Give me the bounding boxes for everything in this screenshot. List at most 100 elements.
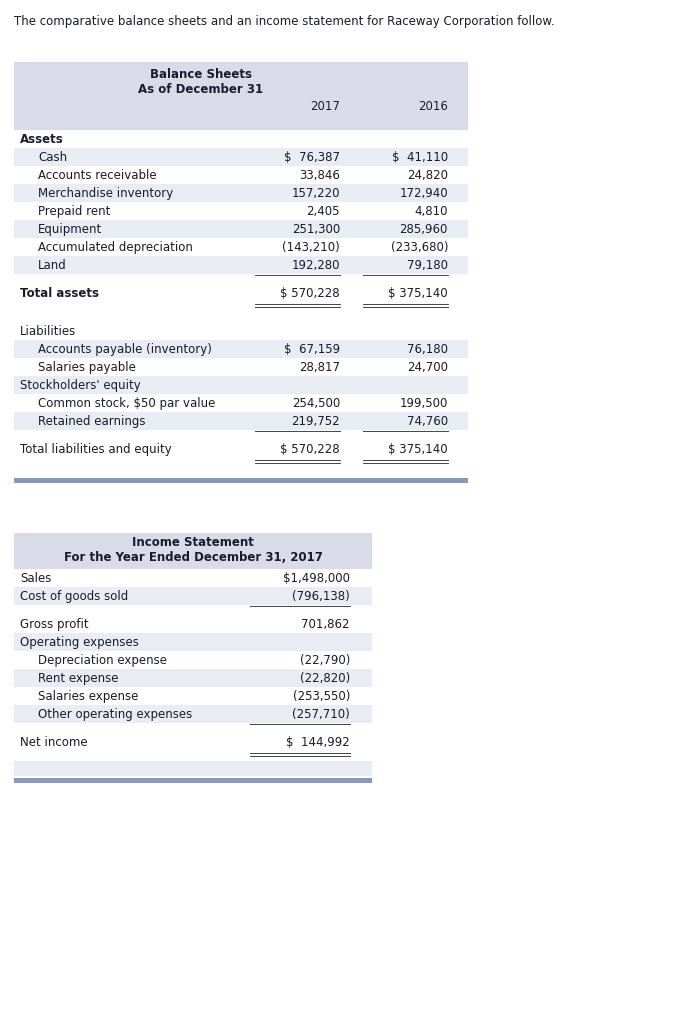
Text: Sales: Sales [20, 572, 52, 586]
Bar [14, 651, 372, 669]
Text: 24,700: 24,700 [407, 361, 448, 374]
Text: 79,180: 79,180 [407, 259, 448, 272]
Text: 251,300: 251,300 [292, 223, 340, 237]
Bar [14, 778, 372, 783]
Text: $  41,110: $ 41,110 [392, 152, 448, 164]
Text: $ 570,228: $ 570,228 [281, 288, 340, 300]
Text: 172,940: 172,940 [399, 187, 448, 201]
Bar [14, 202, 468, 220]
Text: 254,500: 254,500 [292, 397, 340, 411]
Text: Cost of goods sold: Cost of goods sold [20, 590, 128, 603]
Text: Salaries expense: Salaries expense [38, 690, 138, 703]
Text: For the Year Ended December 31, 2017: For the Year Ended December 31, 2017 [64, 551, 322, 564]
Bar [14, 274, 468, 284]
Text: 2017: 2017 [310, 100, 340, 113]
Text: 74,760: 74,760 [407, 416, 448, 428]
Text: (796,138): (796,138) [292, 590, 350, 603]
Bar [14, 220, 468, 238]
Text: 24,820: 24,820 [407, 169, 448, 182]
Text: 2,405: 2,405 [306, 205, 340, 218]
Bar [14, 394, 468, 412]
Text: Prepaid rent: Prepaid rent [38, 205, 110, 218]
Bar [14, 723, 372, 733]
Text: Income Statement: Income Statement [132, 536, 254, 549]
Text: $ 375,140: $ 375,140 [388, 288, 448, 300]
Bar [14, 256, 468, 274]
Text: 2016: 2016 [418, 100, 448, 113]
Text: Common stock, $50 par value: Common stock, $50 par value [38, 397, 216, 411]
Text: Balance Sheets: Balance Sheets [150, 68, 252, 81]
Text: Assets: Assets [20, 133, 64, 146]
Text: (233,680): (233,680) [390, 242, 448, 254]
Bar [14, 238, 468, 256]
Bar [14, 534, 372, 569]
Text: 192,280: 192,280 [292, 259, 340, 272]
Text: (143,210): (143,210) [282, 242, 340, 254]
Bar [14, 376, 468, 394]
Text: Accounts receivable: Accounts receivable [38, 169, 156, 182]
Text: Retained earnings: Retained earnings [38, 416, 145, 428]
Bar [14, 358, 468, 376]
Bar [14, 705, 372, 723]
Text: 33,846: 33,846 [299, 169, 340, 182]
Text: 28,817: 28,817 [299, 361, 340, 374]
Bar [14, 569, 372, 587]
Bar [14, 130, 468, 148]
Bar [14, 669, 372, 687]
Text: Total assets: Total assets [20, 288, 99, 300]
Text: Total liabilities and equity: Total liabilities and equity [20, 443, 172, 457]
Text: Net income: Net income [20, 736, 88, 750]
Text: Accumulated depreciation: Accumulated depreciation [38, 242, 193, 254]
Text: 285,960: 285,960 [400, 223, 448, 237]
Bar [14, 615, 372, 633]
Text: $1,498,000: $1,498,000 [283, 572, 350, 586]
Bar [14, 761, 372, 776]
Text: $ 570,228: $ 570,228 [281, 443, 340, 457]
Bar [14, 430, 468, 440]
Bar [14, 733, 372, 751]
Text: The comparative balance sheets and an income statement for Raceway Corporation f: The comparative balance sheets and an in… [14, 15, 555, 28]
Bar [14, 312, 468, 322]
Text: 701,862: 701,862 [302, 618, 350, 631]
Text: Merchandise inventory: Merchandise inventory [38, 187, 173, 201]
Text: Stockholders' equity: Stockholders' equity [20, 379, 141, 392]
Text: (22,790): (22,790) [299, 654, 350, 668]
Bar [14, 284, 468, 302]
Bar [14, 633, 372, 651]
Text: (22,820): (22,820) [299, 672, 350, 685]
Text: Accounts payable (inventory): Accounts payable (inventory) [38, 343, 212, 356]
Bar [14, 412, 468, 430]
Bar [14, 166, 468, 184]
Text: Cash: Cash [38, 152, 67, 164]
Text: Equipment: Equipment [38, 223, 102, 237]
Text: Salaries payable: Salaries payable [38, 361, 136, 374]
Bar [14, 184, 468, 202]
Bar [14, 62, 468, 130]
Text: (257,710): (257,710) [292, 709, 350, 721]
Text: 157,220: 157,220 [292, 187, 340, 201]
Text: As of December 31: As of December 31 [138, 83, 264, 96]
Bar [14, 440, 468, 458]
Bar [14, 322, 468, 340]
Bar [14, 478, 468, 483]
Text: (253,550): (253,550) [292, 690, 350, 703]
Bar [14, 687, 372, 705]
Text: Depreciation expense: Depreciation expense [38, 654, 167, 668]
Text: Gross profit: Gross profit [20, 618, 89, 631]
Text: Liabilities: Liabilities [20, 326, 76, 338]
Text: 199,500: 199,500 [400, 397, 448, 411]
Text: Operating expenses: Operating expenses [20, 636, 139, 649]
Text: $  67,159: $ 67,159 [284, 343, 340, 356]
Bar [14, 340, 468, 358]
Text: Land: Land [38, 259, 67, 272]
Text: 76,180: 76,180 [407, 343, 448, 356]
Text: $  76,387: $ 76,387 [284, 152, 340, 164]
Bar [14, 587, 372, 605]
Text: $  144,992: $ 144,992 [286, 736, 350, 750]
Bar [14, 148, 468, 166]
Text: $ 375,140: $ 375,140 [388, 443, 448, 457]
Bar [14, 302, 468, 312]
Text: Other operating expenses: Other operating expenses [38, 709, 192, 721]
Text: 219,752: 219,752 [291, 416, 340, 428]
Text: Rent expense: Rent expense [38, 672, 119, 685]
